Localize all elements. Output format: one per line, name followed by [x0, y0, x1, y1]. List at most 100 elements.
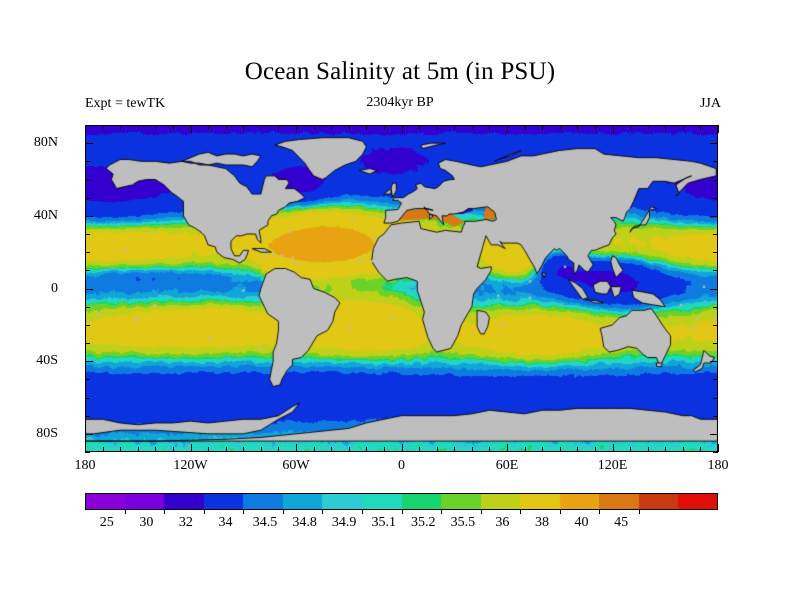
axis-tick — [713, 198, 718, 199]
axis-tick — [85, 216, 93, 217]
axis-tick — [710, 434, 718, 435]
axis-tick — [243, 125, 244, 130]
colorbar-tick — [599, 510, 600, 514]
axis-tick — [384, 447, 385, 452]
colorbar-tick-label: 34.8 — [292, 515, 317, 530]
axis-tick — [103, 447, 104, 452]
axis-tick — [648, 447, 649, 452]
axis-tick — [595, 447, 596, 452]
axis-tick — [700, 125, 701, 130]
axis-tick — [613, 444, 614, 452]
axis-tick — [713, 325, 718, 326]
axis-tick — [525, 125, 526, 130]
axis-tick — [85, 161, 90, 162]
axis-tick — [665, 447, 666, 452]
axis-tick — [85, 444, 86, 452]
axis-tick — [155, 447, 156, 452]
x-axis-label: 0 — [398, 458, 405, 473]
axis-tick — [630, 447, 631, 452]
colorbar-tick-label: 30 — [139, 515, 154, 530]
colorbar-tick — [639, 510, 640, 514]
axis-tick — [208, 125, 209, 130]
axis-tick — [85, 343, 90, 344]
axis-tick — [331, 447, 332, 452]
axis-tick — [525, 447, 526, 452]
axis-tick — [713, 452, 718, 453]
axis-tick — [155, 125, 156, 130]
axis-tick — [683, 447, 684, 452]
axis-tick — [85, 198, 90, 199]
axis-tick — [366, 125, 367, 130]
axis-tick — [507, 125, 508, 133]
axis-tick — [710, 289, 718, 290]
axis-tick — [103, 125, 104, 130]
axis-tick — [595, 125, 596, 130]
figure-subtitle: 2304kyr BP — [366, 95, 434, 110]
colorbar-tick — [283, 510, 284, 514]
colorbar-tick — [243, 510, 244, 514]
axis-tick — [613, 125, 614, 133]
colorbar-tick — [204, 510, 205, 514]
axis-tick — [713, 125, 718, 126]
axis-tick — [713, 234, 718, 235]
colorbar-tick-label: 34.5 — [252, 515, 278, 530]
colorbar-tick-label: 40 — [574, 515, 589, 530]
colorbar — [85, 493, 718, 510]
axis-tick — [85, 252, 90, 253]
colorbar-tick — [402, 510, 403, 514]
axis-tick — [683, 125, 684, 130]
axis-tick — [85, 234, 90, 235]
axis-tick — [208, 447, 209, 452]
axis-tick — [85, 143, 93, 144]
x-axis-label: 180 — [707, 458, 729, 473]
y-axis-label: 40S — [36, 353, 58, 369]
axis-tick — [173, 125, 174, 130]
axis-tick — [472, 447, 473, 452]
axis-tick — [713, 307, 718, 308]
season-label: JJA — [699, 96, 721, 111]
axis-tick — [419, 125, 420, 130]
axis-tick — [507, 444, 508, 452]
axis-tick — [560, 125, 561, 130]
colorbar-tick-label: 35.2 — [411, 515, 436, 530]
axis-tick — [296, 125, 297, 133]
axis-tick — [542, 447, 543, 452]
map-panel — [85, 125, 718, 452]
colorbar-tick-label: 25 — [99, 515, 114, 530]
colorbar-tick-label: 32 — [178, 515, 193, 530]
axis-tick — [489, 125, 490, 130]
axis-tick — [349, 125, 350, 130]
axis-tick — [700, 447, 701, 452]
colorbar-canvas — [85, 493, 718, 510]
axis-tick — [542, 125, 543, 130]
colorbar-tick — [520, 510, 521, 514]
axis-tick — [85, 125, 90, 126]
colorbar-tick-label: 38 — [534, 515, 549, 530]
axis-tick — [713, 379, 718, 380]
axis-tick — [278, 447, 279, 452]
axis-tick — [454, 125, 455, 130]
axis-tick — [85, 398, 90, 399]
axis-tick — [560, 447, 561, 452]
experiment-label: Expt = tewTK — [85, 96, 166, 111]
axis-tick — [120, 125, 121, 130]
colorbar-tick-label: 35.1 — [371, 515, 396, 530]
axis-tick — [402, 444, 403, 452]
axis-tick — [138, 447, 139, 452]
colorbar-tick-label: 34.9 — [331, 515, 357, 530]
axis-tick — [454, 447, 455, 452]
axis-tick — [577, 447, 578, 452]
axis-tick — [138, 125, 139, 130]
colorbar-tick — [560, 510, 561, 514]
axis-tick — [85, 452, 90, 453]
axis-tick — [366, 447, 367, 452]
axis-tick — [243, 447, 244, 452]
axis-tick — [384, 125, 385, 130]
colorbar-tick-label: 45 — [614, 515, 629, 530]
y-axis-label: 40N — [33, 207, 58, 223]
colorbar-tick — [362, 510, 363, 514]
y-axis-label: 0 — [51, 280, 58, 296]
axis-tick — [85, 125, 86, 133]
axis-tick — [261, 447, 262, 452]
